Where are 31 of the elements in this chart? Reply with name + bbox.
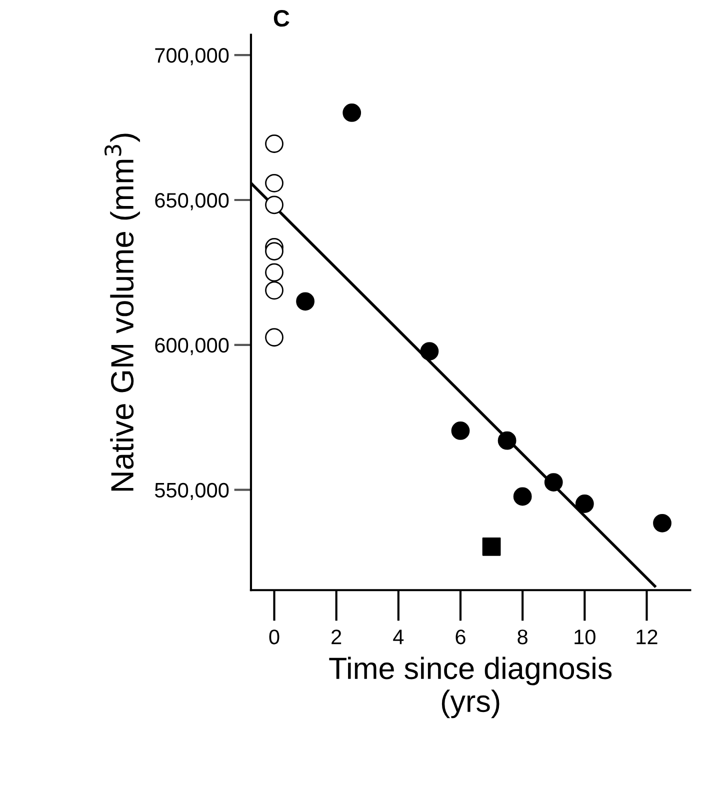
point <box>575 494 594 513</box>
y-tick-label: 600,000 <box>155 338 229 356</box>
point <box>420 342 439 360</box>
x-tick-label: 10 <box>574 630 596 644</box>
x-tick-label: 8 <box>518 630 528 644</box>
point <box>265 174 284 192</box>
x-tick-label: 4 <box>393 630 404 644</box>
point <box>544 473 563 492</box>
y-axis-title: Native GM volume (mm$^{3}$) <box>104 134 140 491</box>
point <box>653 514 672 532</box>
point <box>342 104 362 122</box>
x-axis-title: Time since diagnosis (yrs) <box>329 656 612 718</box>
chart-title: C <box>274 10 290 27</box>
point <box>296 292 314 311</box>
point <box>265 328 284 347</box>
point <box>265 134 284 153</box>
x-tick-label: 0 <box>269 630 280 644</box>
point <box>265 281 284 300</box>
point <box>265 196 284 214</box>
point <box>451 422 470 440</box>
point <box>265 242 284 260</box>
point <box>513 487 532 506</box>
y-tick-label: 700,000 <box>155 48 229 66</box>
y-tick-label: 650,000 <box>155 192 229 210</box>
y-tick-label: 550,000 <box>154 482 229 500</box>
point <box>482 537 501 556</box>
x-tick-label: 2 <box>332 630 342 644</box>
point <box>498 431 516 450</box>
x-tick-label: 12 <box>636 630 658 644</box>
x-tick-label: 6 <box>456 630 466 644</box>
point <box>265 263 284 282</box>
